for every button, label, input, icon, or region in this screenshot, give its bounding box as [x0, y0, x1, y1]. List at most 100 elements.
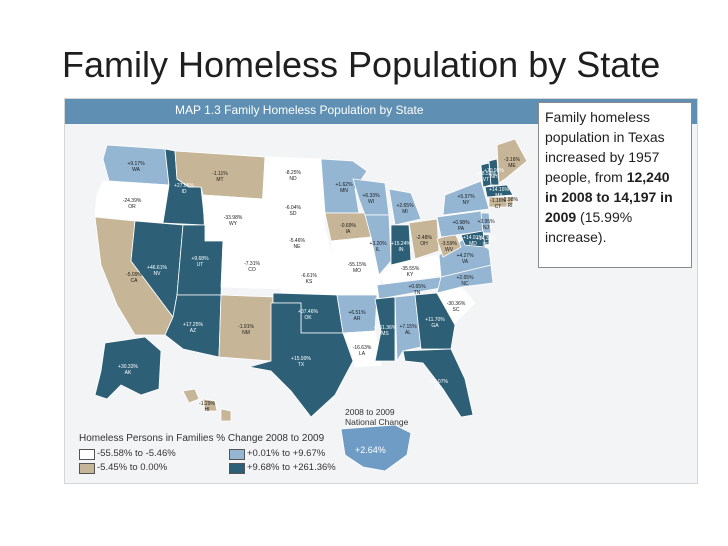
state-code-wy: WY — [229, 221, 238, 227]
state-value-hi: -1.29% — [199, 401, 215, 407]
state-tx — [248, 302, 354, 418]
state-value-mn: +1.62% — [335, 182, 353, 188]
state-code-sc: SC — [453, 307, 460, 313]
state-value-oh: -2.48% — [416, 235, 432, 241]
callout-emphasis: 12,240 in 2008 to 14,197 in 2009 — [545, 169, 673, 225]
texas-callout: Family homeless population in Texas incr… — [538, 102, 692, 268]
state-value-ut: +9.68% — [191, 256, 209, 262]
state-code-va: VA — [462, 259, 469, 265]
legend-label-4: +9.68% to +261.36% — [247, 462, 336, 473]
state-code-nc: NC — [461, 281, 469, 287]
state-la — [342, 330, 382, 368]
state-ny — [442, 180, 490, 216]
state-value-id: +27.05% — [174, 183, 194, 189]
state-code-ks: KS — [306, 279, 313, 285]
state-code-wv: WV — [445, 247, 454, 253]
state-code-nd: ND — [289, 176, 297, 182]
slide-title: Family Homeless Population by State — [62, 44, 661, 85]
legend-title: Homeless Persons in Families % Change 20… — [79, 433, 325, 444]
legend-label-3: -5.45% to 0.00% — [97, 462, 168, 473]
legend-swatch-3 — [79, 463, 95, 474]
state-code-mo: MO — [353, 268, 361, 274]
state-value-nc: +2.65% — [456, 275, 474, 281]
state-code-id: ID — [182, 189, 187, 195]
state-code-pa: PA — [458, 226, 465, 232]
legend-label-1: -55.58% to -5.46% — [97, 448, 176, 459]
legend-swatch-2 — [229, 449, 245, 460]
state-value-ga: +11.70% — [425, 317, 445, 323]
state-ct — [488, 196, 508, 208]
state-code-ky: KY — [407, 272, 414, 278]
legend-swatch-1 — [79, 449, 95, 460]
state-ga — [414, 292, 456, 350]
state-value-ca: -5.09% — [126, 272, 142, 278]
state-value-mt: -1.11% — [212, 171, 228, 177]
state-value-ny: +5.37% — [457, 194, 475, 200]
state-ms — [374, 296, 396, 362]
state-label-layer: +9.17%WA -24.39%OR -5.09%CA +46.61%NV +27.05… — [118, 157, 520, 413]
state-code-ga: GA — [431, 323, 439, 329]
state-value-az: +17.25% — [183, 322, 203, 328]
state-mi — [388, 188, 422, 226]
state-value-in: +15.24% — [391, 241, 411, 247]
state-value-nv: +46.61% — [147, 265, 167, 271]
state-value-ia: -0.69% — [340, 223, 356, 229]
state-value-ky: -35.55% — [401, 266, 420, 272]
state-value-wa: +9.17% — [127, 161, 145, 167]
state-value-al: +7.15% — [399, 324, 417, 330]
state-value-va: +4.27% — [456, 253, 474, 259]
state-code-hi: HI — [205, 407, 210, 413]
state-value-wi: +6.33% — [362, 193, 380, 199]
state-value-ct: -1.16% — [490, 198, 506, 204]
national-change-value: +2.64% — [355, 445, 386, 455]
state-code-ct: CT — [495, 204, 502, 210]
state-value-sc: -30.36% — [447, 301, 466, 307]
state-code-nv: NV — [154, 271, 162, 277]
map-header-title: MAP 1.3 Family Homeless Population by St… — [175, 103, 424, 117]
state-value-ma: +14.16% — [489, 187, 509, 193]
state-value-ak: +30.33% — [118, 364, 138, 370]
state-code-ca: CA — [131, 278, 139, 284]
state-value-nj: +3.95% — [477, 219, 495, 225]
state-value-ms: +261.36% — [374, 325, 397, 331]
state-code-ny: NY — [463, 200, 471, 206]
state-code-co: CO — [248, 267, 256, 273]
state-value-me: -3.16% — [504, 157, 520, 163]
state-value-pa: +0.98% — [452, 220, 470, 226]
state-code-mi: MI — [402, 209, 408, 215]
state-value-nm: -1.91% — [238, 324, 254, 330]
state-value-or: -24.39% — [123, 198, 142, 204]
state-code-ar: AR — [354, 316, 361, 322]
state-code-ne: NE — [294, 244, 302, 250]
state-code-al: AL — [405, 330, 411, 336]
state-al — [394, 294, 422, 363]
state-value-tx: +15.99% — [291, 356, 311, 362]
national-change-label: 2008 to 2009 National Change — [345, 407, 409, 427]
state-il — [364, 214, 392, 276]
state-oh — [408, 218, 440, 260]
state-code-mt: MT — [216, 177, 223, 183]
us-map: +9.17%WA -24.39%OR -5.09%CA +46.61%NV +27.05… — [94, 138, 528, 472]
state-value-la: -16.63% — [353, 345, 372, 351]
state-value-md: +14.91% — [463, 235, 483, 241]
state-ma — [484, 184, 514, 198]
state-value-ok: +37.46% — [298, 309, 318, 315]
state-code-nj: NJ — [483, 225, 490, 231]
state-value-mi: +2.65% — [396, 203, 414, 209]
callout-text: Family homeless population in Texas incr… — [545, 109, 665, 185]
state-code-md: MD — [469, 241, 477, 247]
state-code-nm: NM — [242, 330, 250, 336]
state-code-ia: IA — [346, 229, 351, 235]
state-code-ma: MA — [495, 193, 503, 199]
state-value-nd: -8.25% — [285, 170, 301, 176]
national-inset-map — [340, 424, 412, 472]
state-code-tx: TX — [298, 362, 305, 368]
state-code-ak: AK — [125, 370, 132, 376]
state-code-fl: FL — [435, 385, 441, 391]
state-nj — [480, 212, 492, 234]
state-code-vt: VT — [483, 177, 489, 183]
state-code-wi: WI — [368, 199, 374, 205]
state-value-co: -7.31% — [244, 261, 260, 267]
legend-swatch-4 — [229, 463, 245, 474]
state-code-tn: TN — [414, 290, 421, 296]
